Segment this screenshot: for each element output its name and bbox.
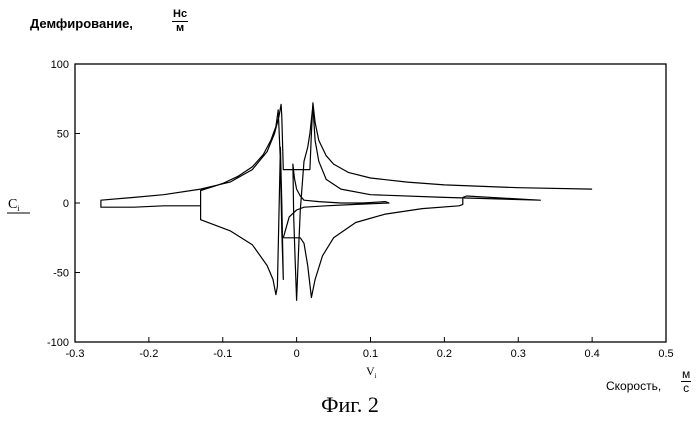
- damping-curve-2: [283, 106, 540, 301]
- x-tick-label: 0.1: [363, 348, 378, 360]
- y-tick-label: -100: [47, 337, 69, 349]
- x-unit-numerator: м: [681, 368, 691, 382]
- x-tick-label: 0.5: [658, 348, 673, 360]
- y-tick-label: 100: [51, 59, 69, 71]
- y-tick-label: 0: [63, 198, 69, 210]
- x-tick-label: 0.4: [584, 348, 599, 360]
- y-tick-label: 50: [57, 129, 69, 141]
- x-tick-label: 0.2: [437, 348, 452, 360]
- y-variable-subscript: i: [17, 204, 20, 213]
- x-variable-subscript: i: [375, 372, 377, 380]
- x-tick-label: 0.3: [511, 348, 526, 360]
- curves: [101, 103, 592, 300]
- axis-ticks: -0.3 -0.2 -0.1 0 0.1 0.2 0.3 0.4 0.5 100 50 0 -50 -10…: [47, 59, 674, 360]
- y-variable: Ci: [8, 197, 20, 213]
- x-variable-letter: V: [366, 364, 375, 378]
- figure-caption: Фиг. 2: [0, 392, 700, 418]
- x-axis-title-text: Скорость,: [606, 379, 661, 393]
- x-tick-label: 0: [294, 348, 300, 360]
- x-variable: Vi: [366, 364, 377, 380]
- x-tick-label: -0.1: [213, 348, 232, 360]
- x-tick-label: -0.3: [66, 348, 85, 360]
- y-tick-label: -50: [53, 268, 69, 280]
- x-tick-label: -0.2: [139, 348, 158, 360]
- y-variable-letter: C: [8, 197, 17, 212]
- x-axis-unit: м с: [681, 368, 691, 395]
